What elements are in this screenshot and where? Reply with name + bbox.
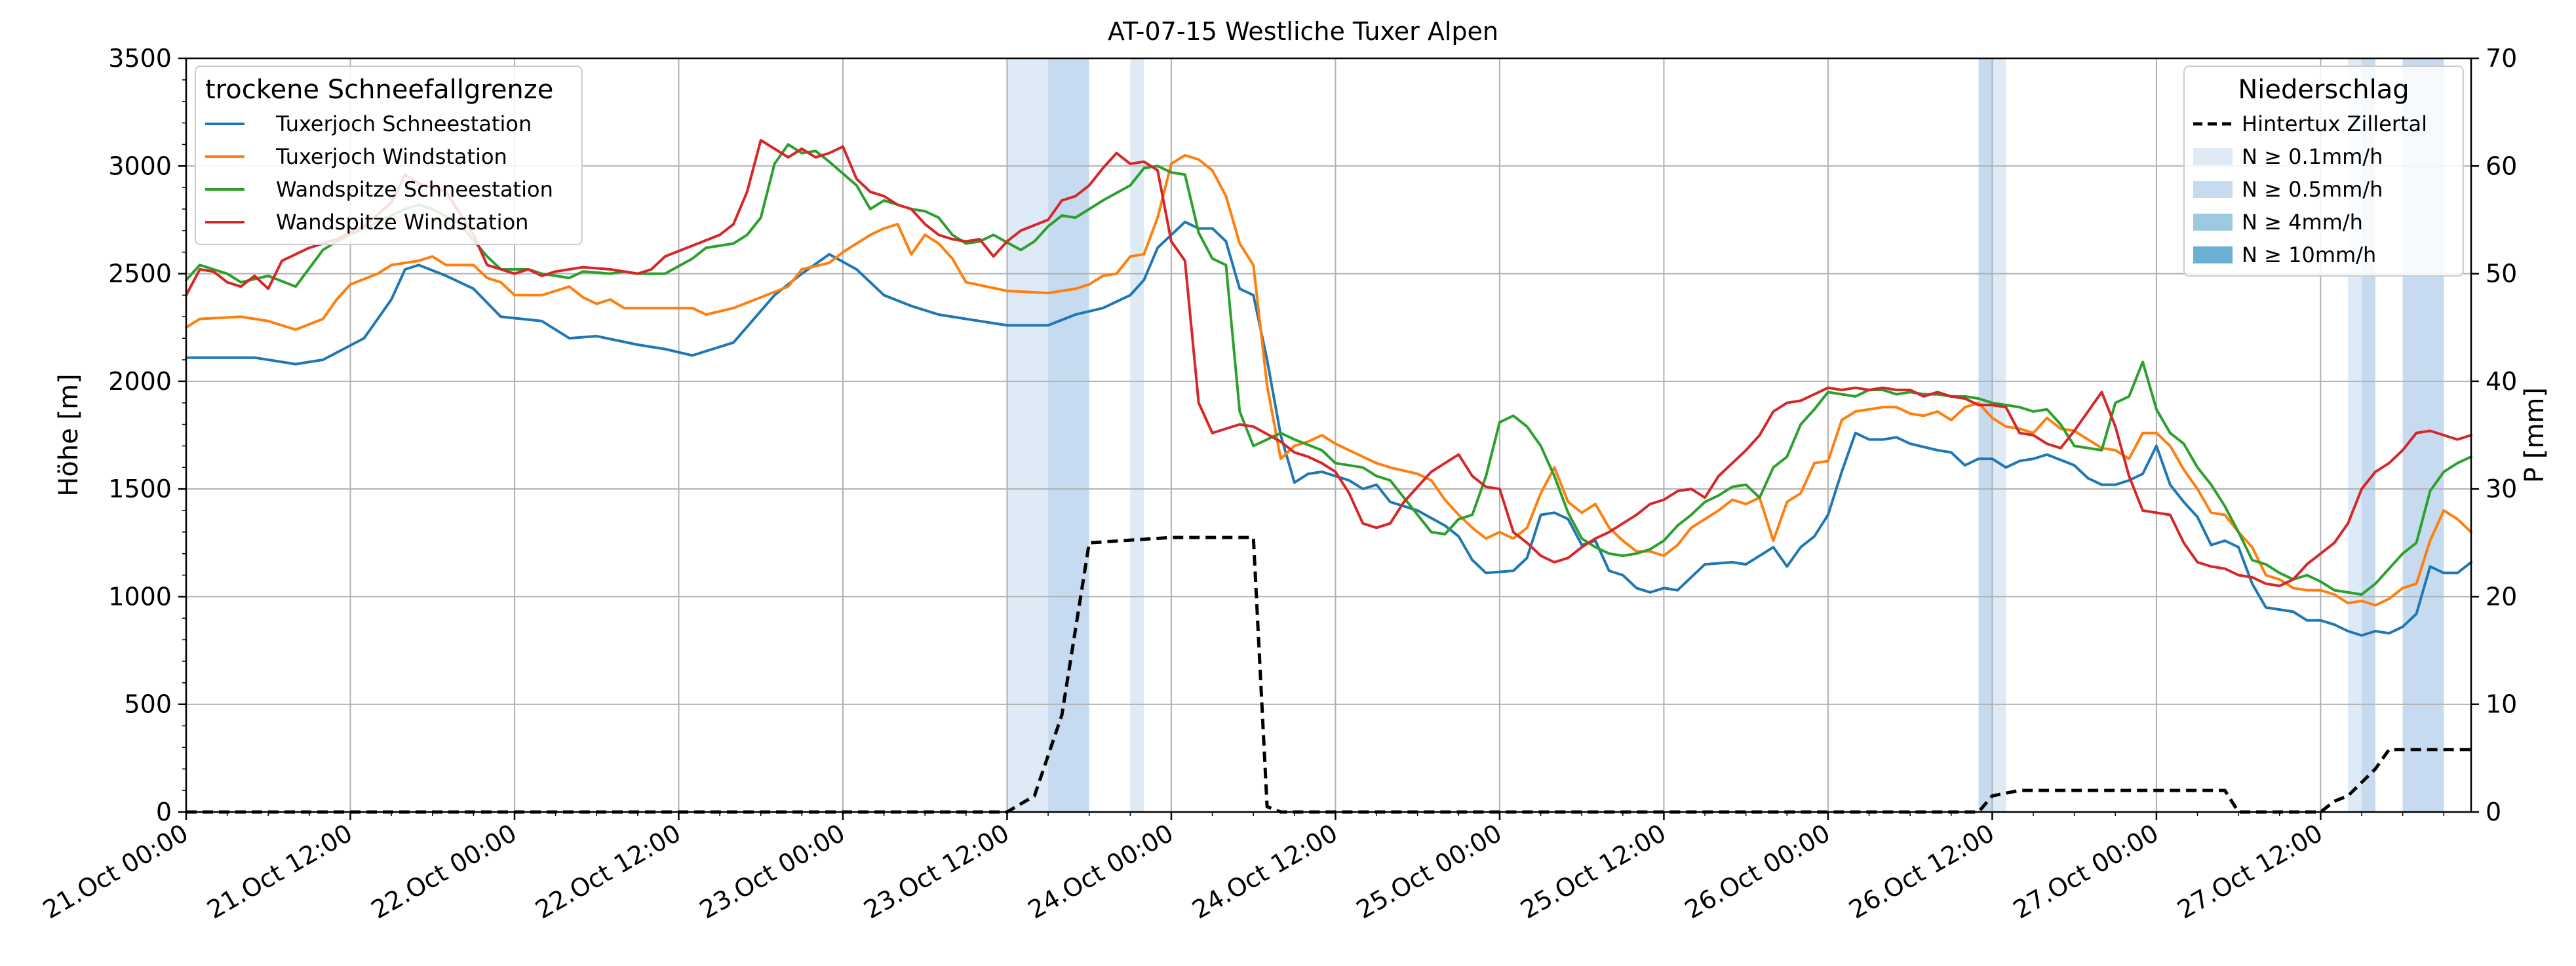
legend-precip-line-label: Hintertux Zillertal (2242, 111, 2427, 136)
legend-band-label-1: N ≥ 0.5mm/h (2242, 177, 2383, 202)
y-axis-title: Höhe [m] (54, 374, 84, 496)
y2-tick-label-6: 60 (2486, 151, 2517, 180)
y-tick-label-3: 1500 (108, 474, 172, 503)
precip-line-group (186, 535, 2471, 814)
series-lines (185, 138, 2472, 637)
precip-band-2 (1130, 58, 1144, 812)
y2-tick-label-7: 70 (2486, 44, 2517, 73)
legend-band-swatch-2 (2193, 214, 2233, 231)
series-line-0 (185, 220, 2472, 637)
y2-tick-label-2: 20 (2486, 582, 2517, 611)
y2-tick-label-0: 0 (2486, 798, 2501, 826)
legend-right-frame (2183, 66, 2464, 277)
legend-left-label-2: Wandspitze Schneestation (276, 177, 553, 202)
legend-left-frame (195, 66, 583, 245)
legend-left-label-0: Tuxerjoch Schneestation (275, 111, 532, 136)
legend-left-entries: Tuxerjoch Schneestation Tuxerjoch Windsta… (205, 111, 553, 235)
y2-tick-label-1: 10 (2486, 690, 2517, 719)
series-line-1 (185, 153, 2472, 607)
y2-tick-label-4: 40 (2486, 367, 2517, 396)
y-tick-label-4: 2000 (108, 367, 172, 396)
legend-band-label-2: N ≥ 4mm/h (2242, 210, 2363, 235)
legend-right-title: Niederschlag (2238, 75, 2409, 105)
legend-left-label-1: Tuxerjoch Windstation (275, 144, 507, 169)
y-tick-label-0: 0 (156, 798, 172, 826)
precip-band-3 (1978, 58, 1993, 812)
series-line-2 (185, 143, 2472, 596)
y-axis-right: 0 10 20 30 40 50 60 70 (2471, 44, 2517, 826)
precip-line (186, 535, 2471, 814)
precip-band-0 (1007, 58, 1049, 812)
y2-tick-label-5: 50 (2486, 260, 2517, 288)
chart-title: AT-07-15 Westliche Tuxer Alpen (1108, 17, 1498, 46)
y-axis-left: 0 500 1000 1500 2000 2500 3000 3500 (108, 44, 186, 826)
y-tick-label-5: 2500 (108, 260, 172, 288)
plot-frame (185, 57, 2472, 813)
y-tick-label-7: 3500 (108, 44, 172, 73)
precip-band-1 (1048, 58, 1089, 812)
legend-band-swatch-3 (2193, 246, 2233, 263)
legend-band-label-0: N ≥ 0.1mm/h (2242, 144, 2383, 169)
legend-left-title: trockene Schneefallgrenze (205, 75, 553, 105)
y2-tick-label-3: 30 (2486, 474, 2517, 503)
legend-band-label-3: N ≥ 10mm/h (2242, 242, 2376, 267)
legend-right: Niederschlag Hintertux Zillertal N ≥ 0.1… (2183, 66, 2464, 277)
legend-band-entries: N ≥ 0.1mm/h N ≥ 0.5mm/h N ≥ 4mm/h N ≥ 10mm/… (2193, 144, 2383, 267)
y-tick-label-6: 3000 (108, 151, 172, 180)
y-tick-label-2: 1000 (108, 582, 172, 611)
y2-axis-title: P [mm] (2520, 387, 2550, 483)
legend-band-swatch-1 (2193, 181, 2233, 198)
y-tick-label-1: 500 (124, 690, 172, 719)
legend-band-swatch-0 (2193, 148, 2233, 165)
series-line-3 (185, 138, 2472, 587)
legend-left-label-3: Wandspitze Windstation (276, 210, 528, 235)
legend-left: trockene Schneefallgrenze Tuxerjoch Schn… (195, 66, 583, 245)
precip-band-4 (1992, 58, 2006, 812)
